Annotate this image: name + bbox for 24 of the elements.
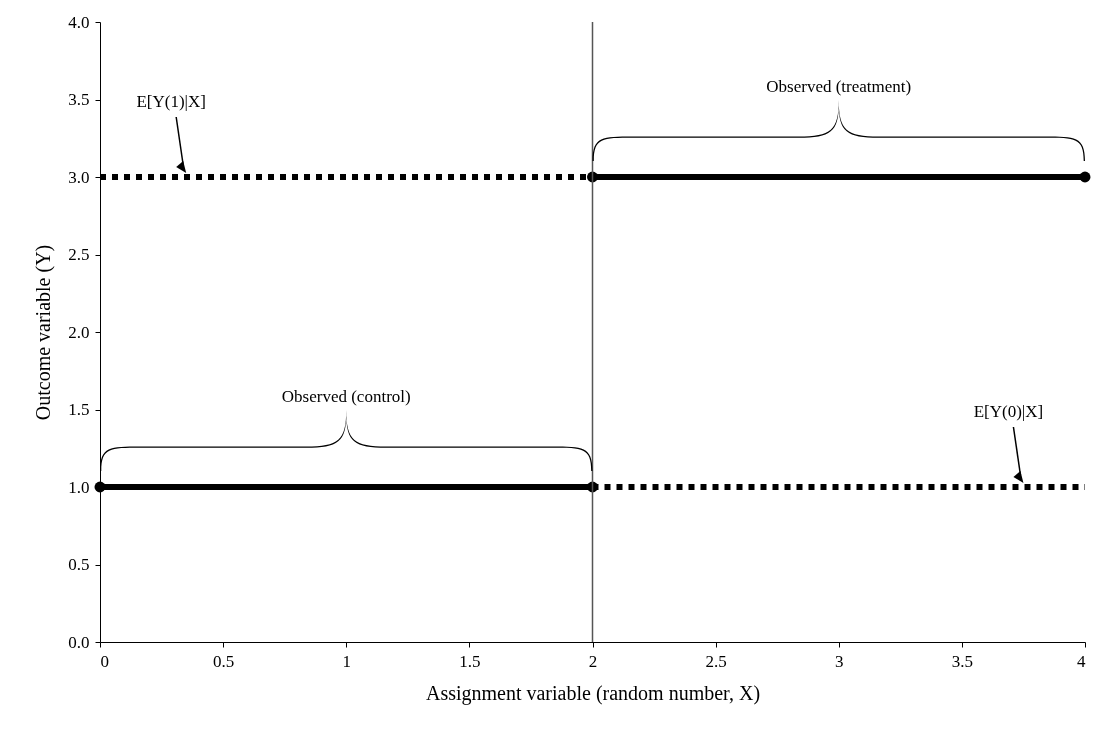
y-tick-label: 1.5 bbox=[68, 400, 90, 419]
x-tick-label: 4 bbox=[1077, 651, 1086, 671]
annotation: Observed (treatment) bbox=[766, 77, 912, 96]
x-axis-title: Assignment variable (random number, X) bbox=[425, 681, 761, 705]
y-tick-label: 0.0 bbox=[68, 632, 90, 652]
x-tick-label: 1 bbox=[342, 651, 351, 671]
x-tick-label: 0.5 bbox=[213, 651, 235, 671]
y-tick-label: 0.5 bbox=[68, 555, 90, 574]
annotation: E[Y(1)|X] bbox=[136, 92, 206, 111]
x-tick-label: 2 bbox=[588, 651, 598, 671]
x-tick-label: 2.5 bbox=[705, 651, 727, 671]
y-tick-label: 4.0 bbox=[68, 12, 90, 32]
y-axis-title: Outcome variable (Y) bbox=[32, 244, 56, 421]
y-tick-label: 3.0 bbox=[68, 167, 90, 187]
y-tick-label: 2.0 bbox=[68, 322, 90, 342]
x-tick-label: 0 bbox=[100, 651, 109, 671]
y-tick-label: 3.5 bbox=[68, 90, 90, 109]
x-tick-label: 1.5 bbox=[459, 651, 481, 671]
y-tick-label: 2.5 bbox=[68, 245, 90, 264]
annotation: E[Y(0)|X] bbox=[973, 402, 1044, 421]
y-tick-label: 1.0 bbox=[68, 477, 90, 497]
x-tick-label: 3 bbox=[835, 651, 844, 671]
x-tick-label: 3.5 bbox=[951, 651, 973, 671]
annotation: Observed (control) bbox=[281, 387, 411, 406]
